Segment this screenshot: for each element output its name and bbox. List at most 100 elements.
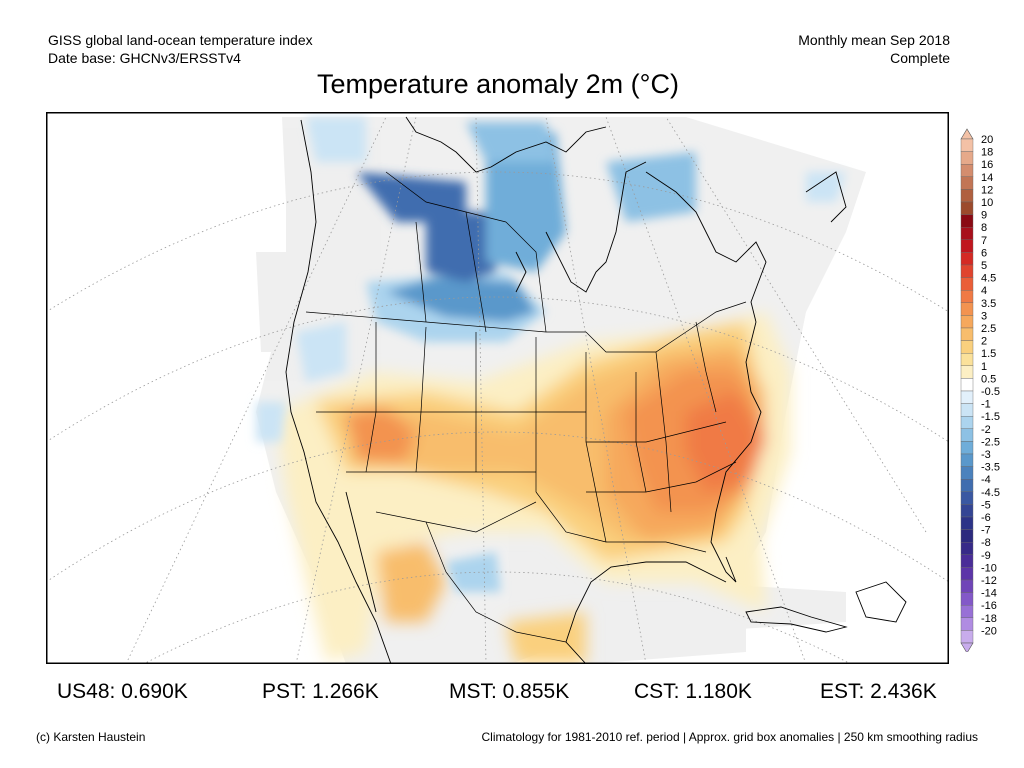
scale-swatch xyxy=(960,630,974,644)
scale-label: -20 xyxy=(981,625,997,637)
scale-label: 0.5 xyxy=(981,373,996,385)
period-info: Monthly mean Sep 2018 Complete xyxy=(798,31,950,67)
scale-label: 2 xyxy=(981,336,987,348)
scale-label: 10 xyxy=(981,197,993,209)
scale-swatch xyxy=(960,592,974,606)
scale-label: -8 xyxy=(981,537,991,549)
scale-swatch xyxy=(960,529,974,543)
stat-est: EST: 2.436K xyxy=(820,680,937,703)
scale-swatch xyxy=(960,466,974,480)
scale-label: 3.5 xyxy=(981,298,996,310)
scale-swatch xyxy=(960,138,974,152)
warm-anomaly-field xyxy=(276,312,791,663)
stat-mst: MST: 0.855K xyxy=(449,680,570,703)
scale-label: 14 xyxy=(981,172,993,184)
scale-label: 4.5 xyxy=(981,273,996,285)
scale-label: -5 xyxy=(981,499,991,511)
temperature-anomaly-map xyxy=(46,112,949,664)
scale-label: -4 xyxy=(981,474,991,486)
scale-label: -2.5 xyxy=(981,436,1000,448)
scale-swatch xyxy=(960,567,974,581)
scale-label: -3.5 xyxy=(981,462,1000,474)
scale-label: -4.5 xyxy=(981,487,1000,499)
political-borders xyxy=(305,171,747,643)
copyright: (c) Karsten Haustein xyxy=(36,730,146,744)
scale-swatch xyxy=(960,416,974,430)
scale-label: 7 xyxy=(981,235,987,247)
scale-label: -1.5 xyxy=(981,411,1000,423)
scale-label: -12 xyxy=(981,575,997,587)
scale-label: 6 xyxy=(981,247,987,259)
scale-label: 9 xyxy=(981,210,987,222)
scale-swatch xyxy=(960,479,974,493)
map-frame xyxy=(46,112,949,664)
scale-bottom-arrow xyxy=(960,642,974,652)
scale-label: -10 xyxy=(981,562,997,574)
scale-label: -18 xyxy=(981,613,997,625)
scale-swatch xyxy=(960,315,974,329)
scale-top-arrow xyxy=(960,128,974,140)
scale-swatch xyxy=(960,214,974,228)
scale-swatch xyxy=(960,365,974,379)
stat-pst: PST: 1.266K xyxy=(262,680,379,703)
scale-label: 12 xyxy=(981,184,993,196)
scale-swatch xyxy=(960,201,974,215)
scale-swatch xyxy=(960,378,974,392)
scale-swatch xyxy=(960,340,974,354)
scale-label: 20 xyxy=(981,134,993,146)
scale-swatch xyxy=(960,491,974,505)
scale-swatch xyxy=(960,327,974,341)
data-base: Date base: GHCNv3/ERSSTv4 xyxy=(48,50,241,66)
scale-swatch xyxy=(960,189,974,203)
scale-swatch xyxy=(960,252,974,266)
scale-label: -14 xyxy=(981,588,997,600)
scale-label: 4 xyxy=(981,285,987,297)
scale-label: 8 xyxy=(981,222,987,234)
scale-swatch xyxy=(960,554,974,568)
scale-swatch xyxy=(960,239,974,253)
coastlines xyxy=(285,116,907,663)
scale-swatch xyxy=(960,617,974,631)
scale-swatch xyxy=(960,302,974,316)
scale-swatch xyxy=(960,542,974,556)
scale-label: -1 xyxy=(981,399,991,411)
scale-label: -3 xyxy=(981,449,991,461)
dataset-name: GISS global land-ocean temperature index xyxy=(48,32,313,48)
scale-label: 16 xyxy=(981,159,993,171)
scale-swatch xyxy=(960,516,974,530)
scale-swatch xyxy=(960,453,974,467)
scale-swatch xyxy=(960,403,974,417)
scale-label: -16 xyxy=(981,600,997,612)
stat-us48: US48: 0.690K xyxy=(57,680,188,703)
dataset-info: GISS global land-ocean temperature index… xyxy=(48,31,313,67)
scale-swatch xyxy=(960,441,974,455)
scale-swatch xyxy=(960,352,974,366)
scale-swatch xyxy=(960,264,974,278)
scale-label: -9 xyxy=(981,550,991,562)
cold-anomaly-field xyxy=(256,117,846,592)
graticule xyxy=(47,116,948,663)
scale-swatch xyxy=(960,226,974,240)
scale-swatch xyxy=(960,390,974,404)
scale-label: 1 xyxy=(981,361,987,373)
stat-cst: CST: 1.180K xyxy=(634,680,752,703)
scale-swatch xyxy=(960,176,974,190)
scale-label: -2 xyxy=(981,424,991,436)
scale-swatch xyxy=(960,151,974,165)
scale-label: 5 xyxy=(981,260,987,272)
map-title: Temperature anomaly 2m (°C) xyxy=(317,69,679,99)
scale-swatch xyxy=(960,579,974,593)
scale-swatch xyxy=(960,277,974,291)
scale-swatch xyxy=(960,504,974,518)
scale-label: -7 xyxy=(981,525,991,537)
scale-swatch xyxy=(960,605,974,619)
scale-label: 18 xyxy=(981,147,993,159)
scale-label: -6 xyxy=(981,512,991,524)
region-stats: US48: 0.690K PST: 1.266K MST: 0.855K CST… xyxy=(0,680,1024,704)
scale-swatch xyxy=(960,164,974,178)
climatology-note: Climatology for 1981-2010 ref. period | … xyxy=(481,730,979,744)
scale-label: 3 xyxy=(981,310,987,322)
color-scale: 201816141210987654.543.532.521.510.5-0.5… xyxy=(960,128,1000,652)
scale-label: -0.5 xyxy=(981,386,1000,398)
period-label: Monthly mean Sep 2018 xyxy=(798,32,950,48)
